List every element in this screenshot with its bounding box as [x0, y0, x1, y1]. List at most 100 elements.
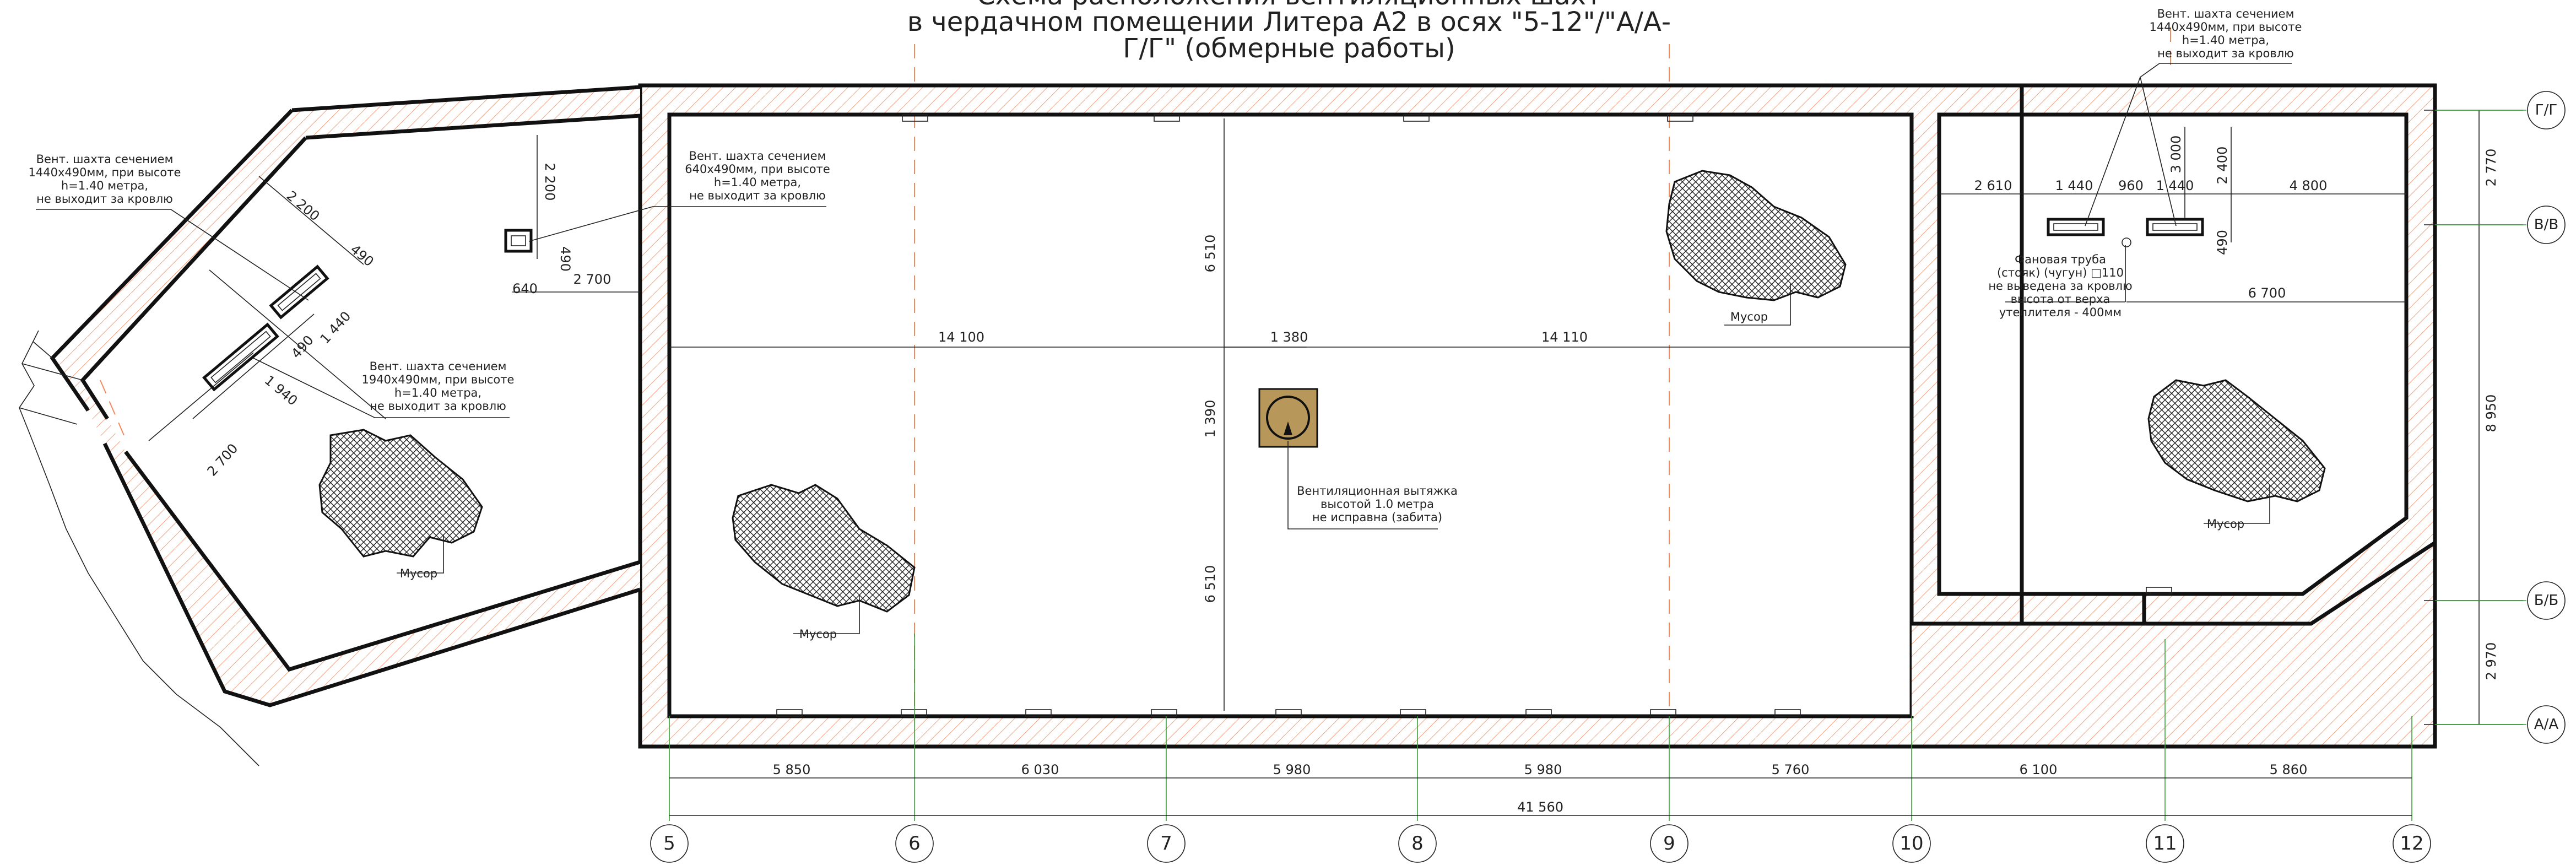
dim-1440-r2: 1 440	[2156, 178, 2194, 193]
svg-text:утеплителя - 400мм: утеплителя - 400мм	[1999, 306, 2122, 319]
svg-text:не выходит за кровлю: не выходит за кровлю	[689, 189, 826, 202]
svg-text:не выходит за кровлю: не выходит за кровлю	[370, 399, 506, 413]
dim-1440-diag: 1 440	[317, 309, 354, 347]
dim-4800: 4 800	[2290, 178, 2328, 193]
note-fan-pipe: Фановая труба (стояк) (чугун) □110 не вы…	[1988, 253, 2132, 319]
svg-text:1440х490мм, при высоте: 1440х490мм, при высоте	[2150, 20, 2302, 34]
vent-shaft-mid	[504, 229, 533, 253]
dim-bottom-1: 5 850	[773, 762, 811, 777]
vent-shaft-left-1	[269, 264, 329, 320]
dim-bottom-4: 5 980	[1524, 762, 1562, 777]
dim-490-a: 490	[558, 246, 573, 272]
debris-label-2: Мусор	[799, 628, 837, 641]
svg-text:высота от верха: высота от верха	[2011, 293, 2110, 306]
row-axis-bubbles	[2527, 91, 2566, 744]
svg-text:640х490мм, при высоте: 640х490мм, при высоте	[685, 163, 830, 176]
dim-14110: 14 110	[1541, 329, 1588, 345]
fan-pipe-icon	[2122, 237, 2131, 247]
axis-row-b: Б/Б	[2534, 592, 2558, 609]
dim-bottom-5: 5 760	[1772, 762, 1810, 777]
svg-text:не исправна (забита): не исправна (забита)	[1312, 511, 1442, 524]
bottom-dim-lines	[669, 777, 2412, 816]
dim-8950: 8 950	[2483, 394, 2499, 432]
axis-col-9: 9	[1663, 832, 1675, 855]
dim-2700-a: 2 700	[573, 272, 611, 287]
dim-6510-top: 6 510	[1203, 235, 1218, 273]
dim-bottom-7: 5 860	[2270, 762, 2308, 777]
dim-1380: 1 380	[1270, 329, 1308, 345]
svg-text:Вент. шахта сечением: Вент. шахта сечением	[689, 149, 826, 163]
note-mid-shaft: Вент. шахта сечением 640х490мм, при высо…	[685, 149, 830, 202]
debris-label-lines	[397, 284, 2270, 634]
axis-row-g: Г/Г	[2535, 102, 2557, 118]
svg-text:h=1.40 метра,: h=1.40 метра,	[714, 176, 801, 189]
note-vent-hood: Вентиляционная вытяжка высотой 1.0 метра…	[1297, 484, 1458, 524]
dim-bottom-6: 6 100	[2020, 762, 2058, 777]
axis-col-12: 12	[2400, 832, 2423, 855]
svg-text:1940х490мм, при высоте: 1940х490мм, при высоте	[362, 373, 515, 386]
svg-text:не выведена за кровлю: не выведена за кровлю	[1988, 279, 2132, 293]
dim-640: 640	[512, 281, 538, 296]
dim-2200-top: 2 200	[542, 163, 558, 201]
left-annex-walls	[19, 85, 642, 766]
debris-blob-main-left	[732, 484, 916, 613]
dim-490-diag: 490	[348, 241, 377, 269]
dim-1390: 1 390	[1203, 400, 1218, 438]
note-left-shaft-2: Вент. шахта сечением 1940х490мм, при выс…	[362, 360, 515, 413]
svg-text:h=1.40 метра,: h=1.40 метра,	[2182, 34, 2269, 47]
dim-total: 41 560	[1517, 799, 1563, 815]
dim-bottom-2: 6 030	[1021, 762, 1059, 777]
svg-text:(стояк) (чугун) □110: (стояк) (чугун) □110	[1997, 266, 2124, 279]
axis-col-6: 6	[908, 832, 921, 855]
vent-hood-icon	[1258, 388, 1318, 448]
svg-text:не выходит за кровлю: не выходит за кровлю	[2157, 47, 2294, 60]
dim-14100: 14 100	[938, 329, 984, 345]
svg-text:не выходит за кровлю: не выходит за кровлю	[36, 192, 173, 206]
axis-col-8: 8	[1411, 832, 1424, 855]
dim-2400: 2 400	[2215, 147, 2230, 185]
svg-text:Вент. шахта сечением: Вент. шахта сечением	[370, 360, 507, 373]
axis-dashed-lines	[100, 28, 2171, 744]
note-left-shaft-1: Вент. шахта сечением 1440х490мм, при выс…	[29, 153, 181, 206]
svg-text:Вент. шахта сечением: Вент. шахта сечением	[2157, 7, 2294, 20]
debris-blob-right	[2147, 379, 2326, 502]
vent-shaft-right-2	[2146, 218, 2204, 236]
svg-text:h=1.40 метра,: h=1.40 метра,	[394, 386, 481, 399]
svg-text:Вентиляционная вытяжка: Вентиляционная вытяжка	[1297, 484, 1458, 498]
dim-960: 960	[2118, 178, 2144, 193]
grid-lines	[669, 110, 2526, 821]
note-leaders	[36, 63, 2292, 529]
title-line-3: Г/Г" (обмерные работы)	[1123, 33, 1455, 64]
svg-text:Фановая труба: Фановая труба	[2015, 253, 2106, 266]
title-line-1: Схема расположения вентиляционных шахт	[977, 0, 1601, 11]
dim-1440-r1: 1 440	[2055, 178, 2093, 193]
dim-2970: 2 970	[2483, 642, 2499, 680]
dim-6510-bot: 6 510	[1203, 565, 1218, 603]
svg-text:Вент. шахта сечением: Вент. шахта сечением	[36, 153, 174, 166]
column-axis-bubbles	[650, 824, 2431, 863]
right-vertical-dim-line	[2424, 110, 2523, 725]
dim-bottom-3: 5 980	[1273, 762, 1311, 777]
dim-2610: 2 610	[1974, 178, 2012, 193]
note-right-shaft: Вент. шахта сечением 1440х490мм, при выс…	[2150, 7, 2302, 60]
debris-blob-left	[318, 429, 483, 558]
vent-shaft-left-2	[202, 322, 279, 392]
debris-label-1: Мусор	[400, 567, 437, 580]
vent-shaft-right-1	[2047, 218, 2105, 236]
dim-490-r: 490	[2215, 230, 2230, 255]
dim-2770: 2 770	[2483, 149, 2499, 187]
axis-row-a: А/А	[2534, 716, 2559, 733]
axis-col-11: 11	[2153, 832, 2177, 855]
wall-pilasters	[776, 114, 2172, 717]
axis-row-v: В/В	[2534, 217, 2558, 233]
dim-3000: 3 000	[2168, 136, 2184, 174]
dim-6700: 6 700	[2248, 285, 2286, 301]
dim-2700-diag: 2 700	[204, 441, 241, 479]
debris-label-4: Мусор	[2207, 517, 2244, 531]
dim-2200-diag: 2 200	[284, 188, 323, 224]
title-line-2: в чердачном помещении Литера А2 в осях "…	[907, 7, 1671, 37]
svg-text:h=1.40 метра,: h=1.40 метра,	[61, 179, 148, 192]
internal-dim-lines	[512, 118, 2406, 711]
debris-label-3: Мусор	[1730, 310, 1768, 323]
